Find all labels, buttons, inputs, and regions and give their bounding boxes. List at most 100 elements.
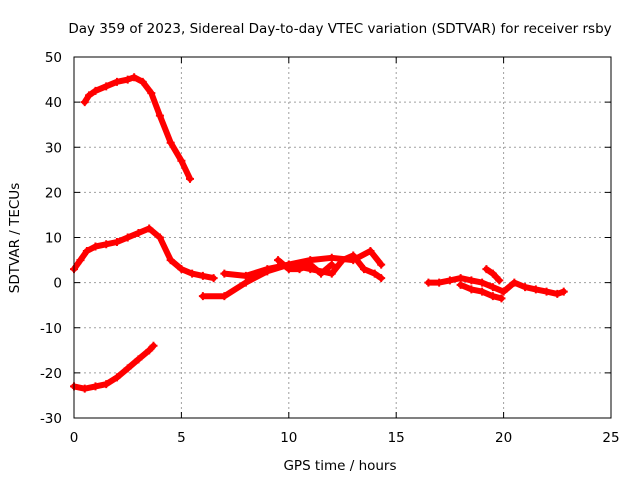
data-point bbox=[149, 341, 158, 350]
data-point bbox=[497, 294, 506, 303]
data-point bbox=[177, 265, 186, 274]
data-point bbox=[134, 228, 143, 237]
data-point bbox=[327, 253, 336, 262]
data-point bbox=[185, 174, 194, 183]
x-tick-label: 20 bbox=[495, 430, 512, 446]
y-tick-label: -10 bbox=[40, 321, 62, 337]
data-point bbox=[82, 247, 91, 256]
data-point bbox=[284, 265, 293, 274]
data-point bbox=[134, 355, 143, 364]
data-point bbox=[424, 278, 433, 287]
x-tick-label: 10 bbox=[280, 430, 297, 446]
x-tick-label: 15 bbox=[388, 430, 405, 446]
grid bbox=[74, 57, 611, 418]
data-point bbox=[198, 292, 207, 301]
data-point bbox=[76, 256, 85, 265]
series-line bbox=[199, 248, 385, 300]
data-point bbox=[80, 384, 89, 393]
data-point bbox=[553, 289, 562, 298]
data-point bbox=[510, 278, 519, 287]
data-point bbox=[359, 265, 368, 274]
data-point bbox=[274, 256, 283, 265]
data-point bbox=[102, 240, 111, 249]
data-point bbox=[85, 91, 94, 100]
data-point bbox=[220, 269, 229, 278]
data-point bbox=[488, 292, 497, 301]
data-point bbox=[467, 285, 476, 294]
data-point bbox=[435, 278, 444, 287]
data-point bbox=[478, 278, 487, 287]
series-track-lower bbox=[70, 341, 158, 393]
series-track-middle bbox=[70, 224, 218, 283]
data-point bbox=[488, 269, 497, 278]
data-point bbox=[366, 247, 375, 256]
data-point bbox=[147, 89, 156, 98]
data-point bbox=[112, 77, 121, 86]
data-point bbox=[241, 271, 250, 280]
data-point bbox=[123, 233, 132, 242]
y-axis-label: SDTVAR / TECUs bbox=[7, 183, 23, 293]
series-track-evening-a bbox=[424, 274, 568, 298]
data-point bbox=[166, 256, 175, 265]
data-point bbox=[145, 346, 154, 355]
data-point bbox=[327, 269, 336, 278]
chart-title: Day 359 of 2023, Sidereal Day-to-day VTE… bbox=[68, 21, 611, 37]
series-track-day-c bbox=[274, 256, 336, 278]
data-point bbox=[521, 283, 530, 292]
data-point bbox=[80, 98, 89, 107]
data-point bbox=[559, 287, 568, 296]
data-point bbox=[123, 75, 132, 84]
x-tick-label: 5 bbox=[177, 430, 186, 446]
x-tick-label: 0 bbox=[70, 430, 79, 446]
data-point bbox=[177, 156, 186, 165]
data-point bbox=[188, 269, 197, 278]
y-tick-label: 0 bbox=[53, 276, 62, 292]
data-point bbox=[145, 224, 154, 233]
y-axis: -30 -20 -10 0 10 20 30 40 50 bbox=[40, 50, 611, 427]
series-line bbox=[275, 257, 335, 277]
y-tick-label: 30 bbox=[45, 140, 62, 156]
y-tick-label: 40 bbox=[45, 95, 62, 111]
data-point bbox=[488, 283, 497, 292]
series-track-upper bbox=[80, 73, 194, 183]
data-point bbox=[495, 276, 504, 285]
data-point bbox=[166, 138, 175, 147]
data-point bbox=[456, 274, 465, 283]
data-point bbox=[138, 77, 147, 86]
data-point bbox=[542, 287, 551, 296]
data-point bbox=[91, 382, 100, 391]
series-line bbox=[71, 342, 157, 392]
y-tick-label: -20 bbox=[40, 366, 62, 382]
data-point bbox=[155, 111, 164, 120]
series-track-day-b bbox=[220, 251, 386, 283]
x-axis: 0 5 10 15 20 25 bbox=[70, 57, 620, 446]
data-point bbox=[130, 73, 139, 82]
data-point bbox=[155, 233, 164, 242]
data-point bbox=[91, 242, 100, 251]
data-point bbox=[220, 292, 229, 301]
y-tick-label: 50 bbox=[45, 50, 62, 66]
y-tick-label: -30 bbox=[40, 411, 62, 427]
data-point bbox=[198, 271, 207, 280]
data-point bbox=[209, 274, 218, 283]
series-track-evening-c bbox=[482, 265, 504, 285]
data-point bbox=[295, 265, 304, 274]
data-point bbox=[123, 364, 132, 373]
data-markers bbox=[70, 73, 568, 393]
data-point bbox=[327, 260, 336, 269]
data-point bbox=[338, 256, 347, 265]
data-point bbox=[377, 274, 386, 283]
data-point bbox=[467, 276, 476, 285]
y-tick-label: 10 bbox=[45, 231, 62, 247]
x-tick-label: 25 bbox=[602, 430, 619, 446]
x-axis-label: GPS time / hours bbox=[283, 458, 396, 474]
data-point bbox=[377, 260, 386, 269]
data-point bbox=[102, 82, 111, 91]
data-point bbox=[456, 280, 465, 289]
data-point bbox=[91, 86, 100, 95]
data-point bbox=[349, 251, 358, 260]
data-point bbox=[370, 269, 379, 278]
data-point bbox=[306, 260, 315, 269]
series-line bbox=[81, 74, 193, 182]
